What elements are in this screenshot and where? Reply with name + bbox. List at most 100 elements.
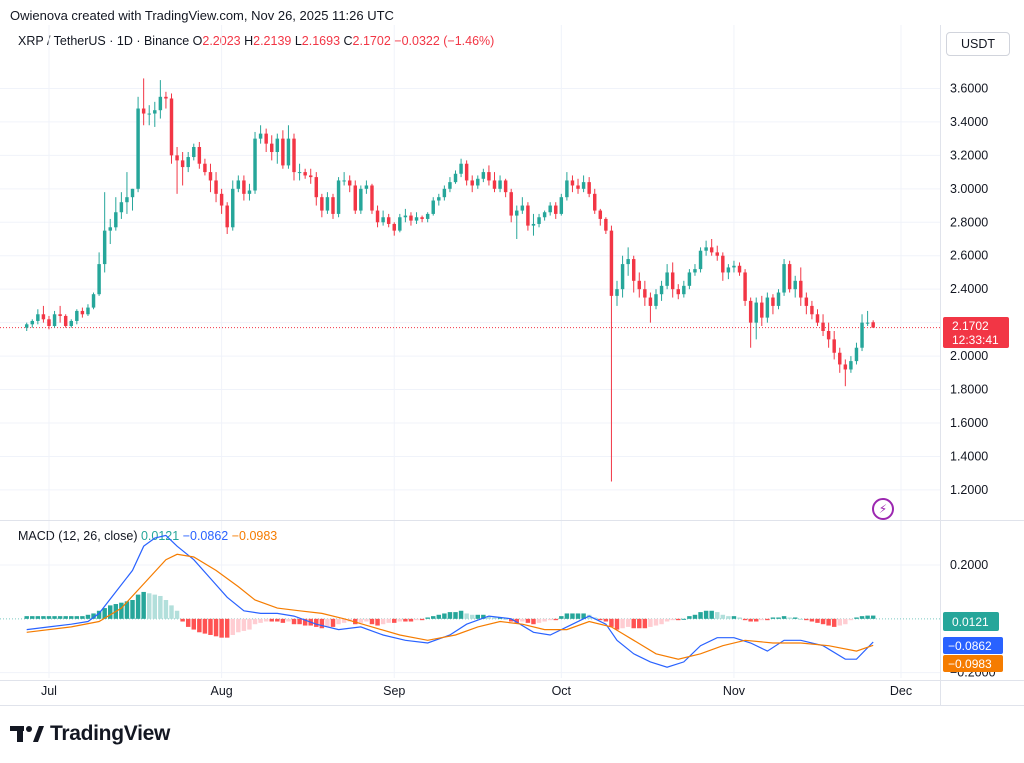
macd-histogram-bar [408, 618, 414, 622]
candle-body [849, 361, 853, 370]
macd-histogram-bar [314, 618, 319, 627]
candle-body [58, 314, 62, 316]
time-axis[interactable]: Jul Aug Sep Oct Nov Dec [41, 684, 912, 698]
last-price-tag-bg [943, 317, 1009, 348]
macd-line-tag-bg [943, 637, 1003, 654]
candle-body [687, 272, 692, 286]
macd-histogram-bar [843, 618, 848, 625]
macd-histogram-bar [85, 614, 91, 619]
price-tick-label: 2.8000 [950, 215, 988, 229]
macd-line-value: −0.0862 [182, 529, 229, 543]
macd-histogram-bar [536, 618, 542, 623]
macd-histogram-bar [319, 618, 325, 629]
candle-body [604, 218, 608, 231]
candle-body [325, 197, 330, 211]
macd-histogram-bar [676, 618, 681, 621]
candle-body [838, 352, 842, 365]
candle-body [598, 210, 603, 219]
macd-histogram-bar [837, 618, 842, 626]
change-value: −0.0322 (−1.46%) [394, 34, 495, 48]
candle-body [247, 190, 252, 194]
candle-body [36, 314, 40, 321]
high-label: H [244, 34, 254, 48]
macd-histogram-bar [442, 613, 447, 619]
macd-histogram-bar [631, 618, 636, 629]
macd-histogram-bar [286, 618, 291, 622]
candle-body [676, 289, 680, 295]
macd-histogram-bar [135, 594, 141, 619]
candle-body [108, 227, 112, 231]
candle-body [804, 297, 809, 306]
macd-histogram-bar [163, 600, 169, 619]
macd-histogram-bar [865, 615, 870, 619]
candle-body [253, 138, 257, 191]
candle-body [225, 205, 229, 228]
candle-body [442, 188, 447, 198]
price-tick-label: 2.0000 [950, 349, 988, 363]
macd-histogram-bar [174, 610, 180, 619]
macd-histogram-bar [748, 618, 753, 622]
macd-histogram-bar [809, 618, 815, 622]
macd-title[interactable]: MACD (12, 26, close) [18, 529, 138, 543]
open-label: O [192, 34, 203, 48]
candle-body [186, 157, 190, 168]
macd-histogram-bar [553, 618, 558, 621]
macd-histogram-bar [191, 618, 196, 630]
candle-body [492, 180, 497, 189]
macd-histogram-bar [102, 608, 107, 619]
macd-histogram-bar [653, 618, 659, 626]
candle-body [542, 212, 547, 218]
candle-body [164, 96, 168, 99]
price-axis[interactable]: 3.6000 3.4000 3.2000 3.0000 2.8000 2.6000 2.40… [950, 81, 988, 496]
candle-body [386, 217, 391, 224]
candle-body [353, 185, 357, 211]
candle-body [370, 185, 374, 211]
tradingview-mark-icon [10, 726, 44, 742]
symbol-title[interactable]: XRP / TetherUS · 1D · Binance [18, 34, 190, 48]
macd-histogram-bar [185, 618, 191, 627]
macd-histogram-bar [447, 612, 453, 619]
candle-body [682, 285, 686, 295]
candle-body [626, 259, 630, 265]
price-tick-label: 3.4000 [950, 115, 988, 129]
candle-body [180, 160, 185, 168]
candle-body [826, 331, 831, 340]
macd-histogram-bar [481, 614, 486, 619]
candle-body [515, 210, 519, 216]
macd-histogram-bar [614, 618, 620, 630]
macd-histogram-bar [754, 618, 759, 622]
time-tick-label: Aug [210, 684, 232, 698]
price-tick-label: 2.6000 [950, 249, 988, 263]
price-tick-label: 3.6000 [950, 81, 988, 95]
candle-body [86, 307, 90, 315]
price-tick-label: 1.6000 [950, 416, 988, 430]
candle-body [136, 108, 140, 189]
macd-histogram-bar [609, 618, 614, 627]
pane-separators [0, 25, 1024, 706]
candle-body [275, 138, 280, 153]
candle-body [509, 192, 513, 216]
candle-body [487, 172, 491, 181]
candle-body [670, 272, 675, 290]
macd-histogram-bar [458, 610, 464, 619]
macd-hist-tag: 0.0121 [943, 612, 999, 631]
macd-histogram-bar [369, 618, 375, 625]
lightning-icon[interactable]: ⚡ [872, 498, 894, 520]
candle-body [587, 182, 591, 194]
macd-histogram-bar [525, 618, 531, 623]
candle-body [425, 213, 430, 219]
currency-button[interactable]: USDT [946, 32, 1010, 56]
macd-histogram-bar [826, 618, 831, 626]
macd-tick-label: 0.2000 [950, 558, 988, 572]
macd-histogram-bar [520, 618, 525, 622]
candle-body [793, 280, 797, 290]
macd-histogram-bar [586, 614, 592, 619]
candle-body [119, 202, 124, 213]
macd-histogram-bar [570, 613, 575, 619]
grid [0, 25, 940, 678]
low-value: 2.1693 [301, 34, 341, 48]
macd-histogram-bar [798, 618, 804, 620]
macd-histogram-bar [96, 610, 102, 619]
macd-histogram-bar [475, 614, 481, 619]
